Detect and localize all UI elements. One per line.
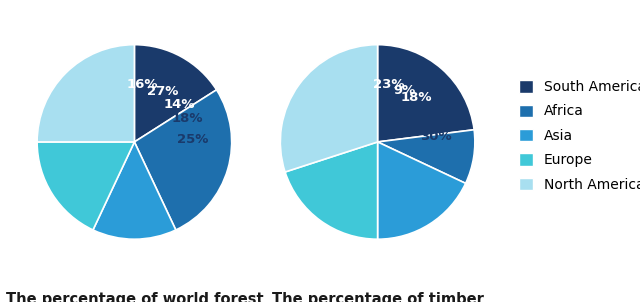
Text: 23%: 23% [374, 78, 405, 91]
Text: 18%: 18% [172, 112, 204, 125]
Wedge shape [285, 142, 378, 239]
Legend: South America, Africa, Asia, Europe, North America: South America, Africa, Asia, Europe, Nor… [519, 80, 640, 192]
Text: 18%: 18% [400, 92, 431, 104]
Wedge shape [134, 90, 232, 230]
Wedge shape [37, 45, 134, 142]
Text: 9%: 9% [394, 84, 415, 97]
Text: 16%: 16% [127, 78, 158, 91]
Text: 25%: 25% [177, 133, 209, 146]
Text: 20%: 20% [412, 106, 444, 119]
Wedge shape [378, 142, 466, 239]
Wedge shape [134, 45, 216, 142]
Wedge shape [378, 130, 475, 183]
Title: The percentage of timber
in each region: The percentage of timber in each region [271, 292, 484, 302]
Wedge shape [378, 45, 474, 142]
Title: The percentage of world forest
in 5 different regions: The percentage of world forest in 5 diff… [6, 292, 263, 302]
Text: 14%: 14% [163, 98, 195, 111]
Wedge shape [93, 142, 176, 239]
Text: 27%: 27% [147, 85, 179, 98]
Text: 30%: 30% [420, 130, 452, 143]
Wedge shape [280, 45, 378, 172]
Wedge shape [37, 142, 134, 230]
